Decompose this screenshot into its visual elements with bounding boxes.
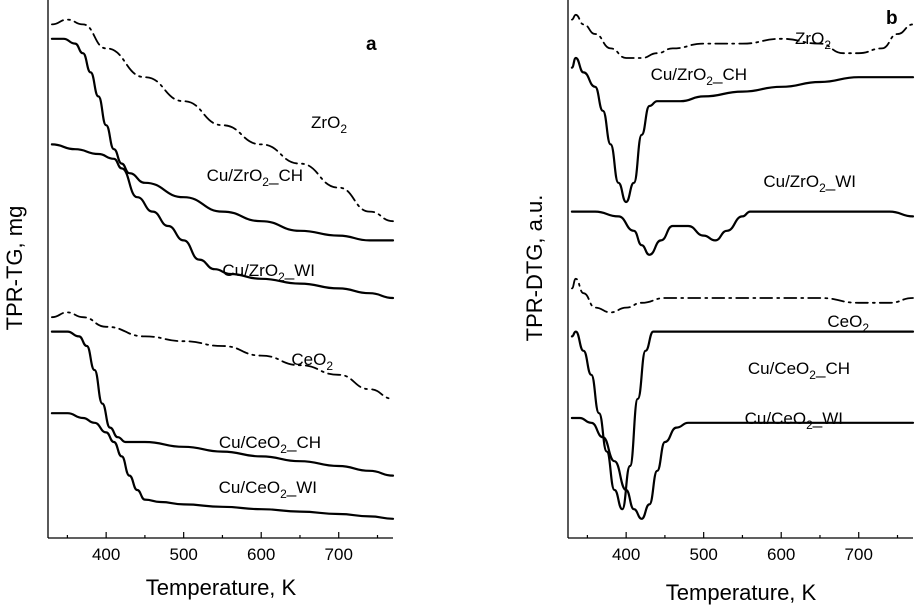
series-label-zro2: ZrO2 [311, 113, 347, 136]
panel-b-x-axis-title: Temperature, K [666, 580, 817, 605]
x-tick-label: 500 [689, 545, 717, 564]
series-label-zro2: ZrO2 [795, 29, 831, 52]
x-tick-label: 600 [247, 545, 275, 564]
series-label-ceo2: CeO2 [291, 350, 333, 373]
panel-b-dtg: 400 500 600 700 ZrO2 Cu/ZrO2_CH Cu/ZrO2_WI CeO… [522, 0, 915, 605]
x-tick-label: 700 [325, 545, 353, 564]
x-tick-label: 700 [845, 545, 873, 564]
series-line-zro2 [571, 13, 914, 59]
panel-b-x-ticks: 400 500 600 700 [586, 532, 899, 564]
series-label-cu-zro2-wi: Cu/ZrO2_WI [763, 172, 856, 195]
panel-a-y-axis-title: TPR-TG, mg [2, 206, 27, 331]
panel-b-letter: b [886, 8, 898, 29]
x-tick-label: 400 [612, 545, 640, 564]
series-label-ceo2: CeO2 [827, 312, 869, 335]
series-label-cu-ceo2-wi: Cu/CeO2_WI [745, 409, 843, 432]
panel-a-x-axis-title: Temperature, K [146, 575, 297, 600]
series-line-cu-zro2-wi [570, 210, 915, 256]
series-label-cu-ceo2-ch: Cu/CeO2_CH [748, 359, 850, 382]
series-line-cu-ceo2-ch [50, 330, 395, 477]
series-line-cu-zro2-ch [570, 56, 915, 204]
panel-a-curves [50, 18, 395, 520]
x-tick-label: 400 [92, 545, 120, 564]
series-label-cu-ceo2-wi: Cu/CeO2_WI [219, 478, 317, 501]
series-label-cu-zro2-ch: Cu/ZrO2_CH [207, 166, 303, 189]
series-line-cu-ceo2-wi [570, 416, 915, 520]
series-line-zro2 [51, 18, 394, 223]
series-line-ceo2 [571, 277, 914, 314]
series-line-cu-ceo2-wi [50, 412, 395, 520]
panel-b-curves [570, 13, 915, 520]
series-line-cu-zro2-wi [50, 143, 395, 300]
series-label-cu-zro2-wi: Cu/ZrO2_WI [222, 261, 315, 284]
series-line-cu-ceo2-ch [570, 330, 915, 511]
series-line-cu-zro2-ch [50, 37, 395, 242]
panel-a-letter: a [366, 34, 377, 55]
panel-a-tg: 400 500 600 700 ZrO2 Cu/ZrO2_CH Cu/ZrO2_WI CeO… [2, 0, 395, 600]
panel-a-series-labels: ZrO2 Cu/ZrO2_CH Cu/ZrO2_WI CeO2 Cu/CeO2_CH Cu… [207, 113, 348, 501]
panel-b-series-labels: ZrO2 Cu/ZrO2_CH Cu/ZrO2_WI CeO2 Cu/CeO2_CH Cu… [651, 29, 870, 432]
series-label-cu-zro2-ch: Cu/ZrO2_CH [651, 65, 747, 88]
x-tick-label: 600 [767, 545, 795, 564]
series-line-ceo2 [51, 311, 394, 400]
panel-a-x-ticks: 400 500 600 700 [66, 532, 379, 564]
series-label-cu-ceo2-ch: Cu/CeO2_CH [219, 433, 321, 456]
panel-b-y-axis-title: TPR-DTG, a.u. [522, 195, 547, 342]
x-tick-label: 500 [169, 545, 197, 564]
